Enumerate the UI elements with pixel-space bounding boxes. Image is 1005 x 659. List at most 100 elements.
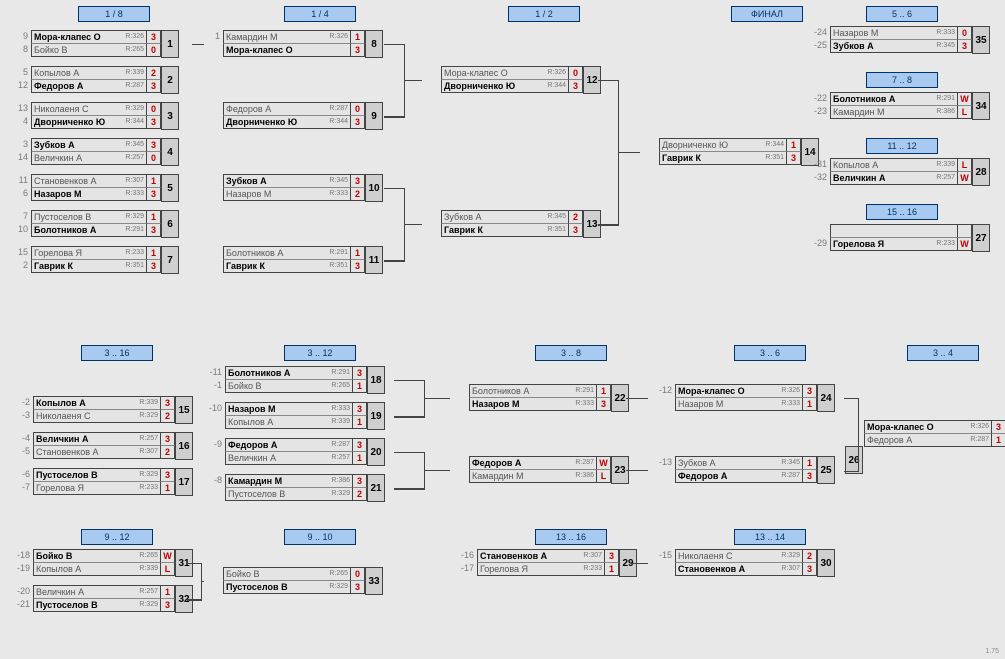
player-score: 1 xyxy=(161,585,175,599)
match: 7Пустоселов ВR:329110Болотников АR:29136 xyxy=(12,210,179,238)
match-number: 6 xyxy=(161,210,179,238)
match-number: 11 xyxy=(365,246,383,274)
seed xyxy=(450,456,469,469)
round-header: 3 .. 12 xyxy=(284,345,356,361)
player-score: 2 xyxy=(353,487,367,501)
player-rating: R:307 xyxy=(133,445,161,459)
player-name: Назаров М xyxy=(830,26,930,40)
player-score: 3 xyxy=(569,223,583,237)
match: Зубков АR:3452Гаврик КR:351313 xyxy=(422,210,601,238)
round-header: 1 / 8 xyxy=(78,6,150,22)
player-name: Федоров А xyxy=(864,433,964,447)
round-header: 3 .. 4 xyxy=(907,345,979,361)
player-score: 3 xyxy=(351,580,365,594)
player-rating: R:307 xyxy=(577,549,605,563)
player-rating: R:351 xyxy=(119,259,147,273)
player-name: Николаеня С xyxy=(675,549,775,563)
player-name: Назаров М xyxy=(223,187,323,201)
player-score: 3 xyxy=(147,187,161,201)
player-name: Горелова Я xyxy=(33,481,133,495)
seed: 4 xyxy=(12,115,31,128)
player-score: 3 xyxy=(147,259,161,273)
player-score: L xyxy=(161,562,175,576)
player-name: Пустоселов В xyxy=(33,468,133,482)
seed xyxy=(204,567,223,580)
seed xyxy=(648,397,675,410)
player-rating: R:329 xyxy=(325,487,353,501)
player-name: Бойко В xyxy=(33,549,133,563)
player-name: Пустоселов В xyxy=(225,487,325,501)
match-number: 8 xyxy=(365,30,383,58)
player-name: Камардин М xyxy=(469,469,569,483)
match: 5Копылов АR:339212Федоров АR:28732 xyxy=(12,66,179,94)
player-name: Бойко В xyxy=(225,379,325,393)
player-name: Гаврик К xyxy=(223,259,323,273)
player-score: 3 xyxy=(353,366,367,380)
player-score: 1 xyxy=(597,384,611,398)
player-score: 3 xyxy=(353,438,367,452)
player-name: Зубков А xyxy=(830,39,930,53)
player-name: Гаврик К xyxy=(31,259,119,273)
player-rating: R:307 xyxy=(775,562,803,576)
player-score: 3 xyxy=(787,151,801,165)
match-number: 28 xyxy=(972,158,990,186)
match: 1Камардин МR:3261Мора-клапес О38 xyxy=(204,30,383,58)
seed: -23 xyxy=(803,105,830,118)
player-score: 1 xyxy=(803,456,817,470)
match: Бойко ВR:2650Пустоселов ВR:329333 xyxy=(204,567,383,595)
match: Федоров АR:2870Дворниченко ЮR:34439 xyxy=(204,102,383,130)
player-rating: R:351 xyxy=(541,223,569,237)
player-name: Мора-клапес О xyxy=(223,43,323,57)
player-rating: R:344 xyxy=(119,115,147,129)
player-name: Величкин А xyxy=(225,451,325,465)
player-name: Зубков А xyxy=(31,138,119,152)
seed xyxy=(204,102,223,115)
seed xyxy=(204,174,223,187)
match: -29Горелова ЯR:233W27 xyxy=(803,224,990,252)
player-rating: R:233 xyxy=(119,246,147,260)
player-name: Пустоселов В xyxy=(223,580,323,594)
player-name: Копылов А xyxy=(31,66,119,80)
seed: 2 xyxy=(12,259,31,272)
player-name: Величкин А xyxy=(33,432,133,446)
round-header: 13 .. 14 xyxy=(734,529,806,545)
match: -10Назаров МR:3333Копылов АR:339119 xyxy=(198,402,385,430)
bracket-connector xyxy=(626,398,648,399)
seed xyxy=(450,397,469,410)
player-score: 1 xyxy=(992,433,1005,447)
player-name: Николаеня С xyxy=(31,102,119,116)
player-name: Становенков А xyxy=(477,549,577,563)
player-name: Гаврик К xyxy=(659,151,759,165)
player-score: 1 xyxy=(161,481,175,495)
player-name: Горелова Я xyxy=(31,246,119,260)
player-score: 3 xyxy=(161,468,175,482)
player-name: Копылов А xyxy=(33,396,133,410)
player-name: Становенков А xyxy=(675,562,775,576)
player-rating: R:265 xyxy=(325,379,353,393)
player-score: W xyxy=(958,237,972,251)
player-score: L xyxy=(597,469,611,483)
version-label: 1.75 xyxy=(985,648,999,655)
player-rating: R:326 xyxy=(541,66,569,80)
bracket-connector xyxy=(598,224,618,225)
player-name: Величкин А xyxy=(33,585,133,599)
player-name: Бойко В xyxy=(223,567,323,581)
player-rating: R:345 xyxy=(119,138,147,152)
player-score: 3 xyxy=(147,223,161,237)
match: -6Пустоселов ВR:3293-7Горелова ЯR:233117 xyxy=(6,468,193,496)
player-rating xyxy=(930,224,958,238)
seed: -16 xyxy=(450,549,477,562)
player-rating: R:329 xyxy=(133,468,161,482)
match: -16Становенков АR:3073-17Горелова ЯR:233… xyxy=(450,549,637,577)
player-rating: R:333 xyxy=(775,397,803,411)
match-number: 10 xyxy=(365,174,383,202)
player-score: 1 xyxy=(147,210,161,224)
player-rating: R:329 xyxy=(323,580,351,594)
bracket-connector xyxy=(631,563,648,564)
player-score: 3 xyxy=(351,43,365,57)
round-header: 5 .. 6 xyxy=(866,6,938,22)
bracket-connector xyxy=(618,152,640,153)
seed: 15 xyxy=(12,246,31,259)
match-number: 9 xyxy=(365,102,383,130)
seed: -1 xyxy=(198,379,225,392)
